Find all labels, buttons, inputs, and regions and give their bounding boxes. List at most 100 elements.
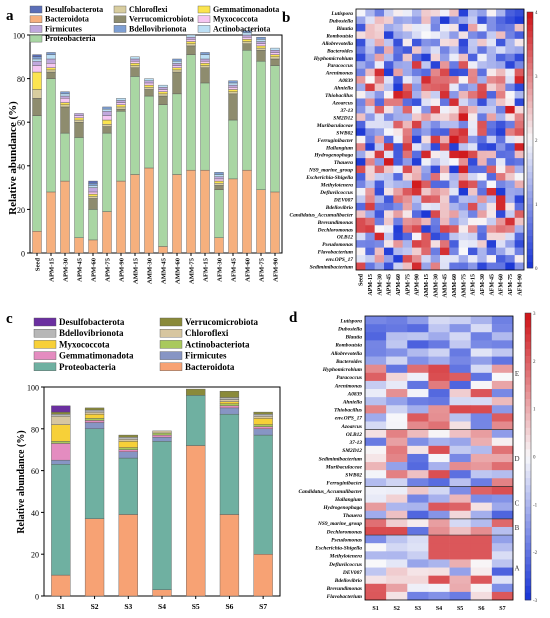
colorbar-tick-label: 2 [533, 360, 536, 365]
heatmap-cell [428, 551, 450, 560]
heatmap-cell [458, 232, 469, 241]
bar-segment-amm-45-bacteroidota [158, 246, 168, 254]
bar-segment-apm-15-myxococcota [46, 63, 56, 68]
bar-segment-s1-desulfobacterota [51, 405, 71, 413]
heatmap-cell [384, 165, 394, 174]
heatmap-cell [393, 113, 403, 122]
heatmap-cell [386, 453, 408, 463]
heatmap-cell [412, 31, 422, 40]
heatmap-cell [374, 120, 385, 129]
row-label-allobrevotella: Allobrevotella [321, 41, 353, 47]
heatmap-cell [365, 68, 375, 77]
heatmap-cell [407, 567, 429, 576]
y-tick-label: 0 [35, 593, 39, 602]
heatmap-cell [356, 9, 366, 17]
row-label-bacteroides: Bacteroides [326, 48, 353, 54]
heatmap-cell [421, 217, 431, 226]
heatmap-cell [440, 187, 450, 196]
colorbar-step [525, 585, 531, 594]
heatmap-cell [440, 165, 450, 174]
heatmap-cell [468, 91, 478, 99]
bar-segment-afm-45-chloroflexi [228, 91, 238, 95]
heatmap-cell [449, 486, 472, 495]
heatmap-cell [440, 128, 450, 137]
heatmap-cell [384, 232, 394, 241]
colorbar-step [527, 236, 533, 243]
bar-segment-amm-15-gemmatimonadota [130, 63, 140, 66]
bar-segment-s2-myxococcota [84, 413, 105, 419]
heatmap-cell [402, 217, 413, 226]
heatmap-cell [365, 187, 375, 196]
colorbar-step [525, 535, 531, 543]
bar-segment-s7-actinobacteriota [253, 424, 273, 427]
heatmap-cell [468, 16, 478, 25]
bar-segment-afm-45-myxococcota [228, 87, 238, 90]
heatmap-cell [428, 372, 450, 382]
heatmap-cell [458, 158, 469, 166]
heatmap-cell [374, 68, 385, 77]
legend-swatch-bacteroidota [159, 362, 183, 371]
heatmap-cell [486, 165, 497, 174]
bar-segment-amm-15-myxococcota [130, 60, 140, 64]
x-tick-label: AFM-60 [245, 257, 252, 282]
heatmap-cell [514, 46, 525, 55]
column-label-apm-90: APM-90 [415, 274, 421, 296]
heatmap-cell [468, 232, 478, 241]
heatmap-cell [365, 551, 387, 560]
heatmap-cell [468, 255, 478, 263]
bar-segment-amm-60-myxococcota [172, 65, 182, 68]
panel-c-bar-chart: Relative abundance (%) 0 20 40 60 80 100 S1 S2 S… [16, 317, 281, 611]
heatmap-cell [440, 38, 450, 47]
heatmap-cell [393, 135, 403, 144]
row-label-ferruginibacter: Ferruginibacter [326, 481, 363, 487]
heatmap-cell [449, 316, 472, 325]
heatmap-cell [365, 453, 387, 463]
heatmap-cell [365, 413, 387, 422]
colorbar-step [527, 229, 533, 237]
heatmap-cell [514, 31, 525, 40]
heatmap-cell [491, 583, 514, 593]
heatmap-cell [384, 23, 394, 32]
colorbar-tick-label: 0 [533, 456, 536, 461]
heatmap-cell [458, 9, 469, 17]
heatmap-cell [477, 76, 487, 84]
heatmap-cell [440, 46, 450, 55]
colorbar-step [525, 556, 531, 565]
heatmap-cell [470, 332, 493, 341]
heatmap-cell [374, 83, 385, 92]
bar-segment-afm-30-myxococcota [214, 178, 224, 182]
heatmap-cell [430, 158, 441, 166]
heatmap-cell [449, 470, 472, 479]
heatmap-cell [428, 437, 450, 447]
row-label-swb02: SWB02 [345, 473, 362, 479]
heatmap-cell [356, 143, 366, 151]
heatmap-cell [468, 210, 478, 219]
heatmap-cell [386, 502, 408, 512]
heatmap-cell [407, 445, 429, 455]
heatmap-cell [393, 187, 403, 196]
bar-segment-apm-90-bacteroidota [116, 180, 126, 254]
heatmap-cell [491, 364, 514, 374]
heatmap-cell [393, 61, 403, 69]
heatmap-cell [486, 91, 497, 99]
bar-segment-afm-60-myxococcota [242, 36, 252, 40]
bar-segment-afm-30-chloroflexi [214, 183, 224, 186]
heatmap-cell [470, 502, 493, 512]
heatmap-cell [428, 380, 450, 390]
bar-segment-apm-15-chloroflexi [46, 69, 56, 73]
row-label-hyphomicrobium: Hyphomicrobium [322, 367, 362, 373]
heatmap-cell [402, 105, 413, 114]
heatmap-cell [468, 150, 478, 159]
colorbar-step [527, 120, 533, 128]
bar-segment-apm-45-firmicutes [74, 113, 84, 116]
bar-segment-afm-30-gemmatimonadota [214, 180, 224, 184]
heatmap-cell [449, 567, 472, 576]
heatmap-cell [393, 9, 403, 17]
heatmap-cell [386, 591, 408, 601]
bar-segment-s5-verrucomicrobiota [186, 388, 206, 396]
colorbar-step [525, 420, 531, 429]
colorbar-tick-label: 1 [535, 203, 538, 208]
heatmap-cell [421, 9, 431, 17]
bar-segment-apm-75-firmicutes [102, 111, 112, 116]
bar-segment-apm-45-gemmatimonadota [74, 117, 84, 121]
